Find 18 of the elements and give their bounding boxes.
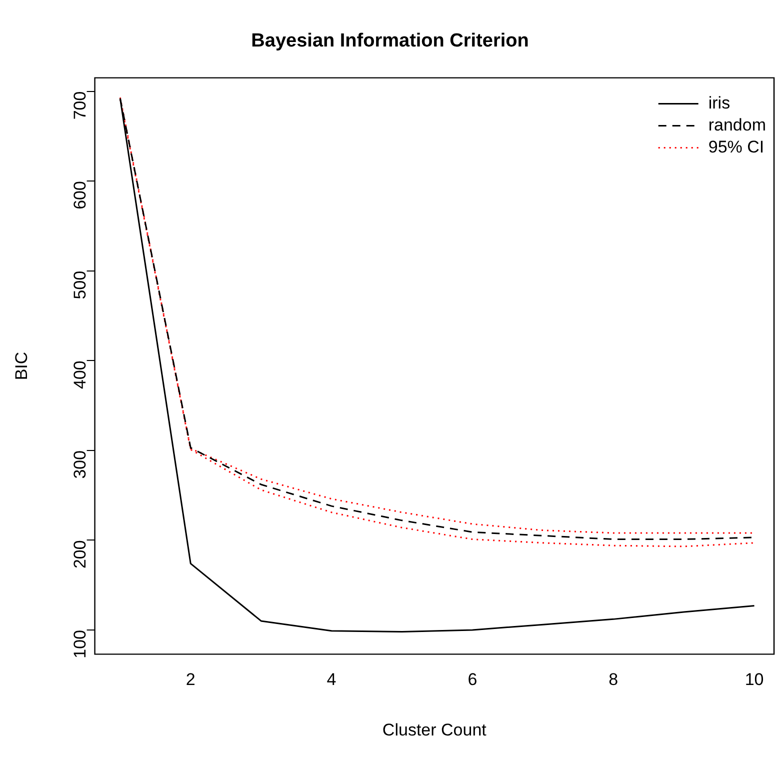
y-tick-label: 500 — [70, 270, 90, 300]
x-tick-label: 2 — [186, 670, 196, 690]
y-tick-label: 200 — [70, 540, 90, 569]
y-axis-title: BIC — [12, 352, 31, 380]
x-tick-label: 4 — [326, 670, 336, 690]
legend-label: random — [708, 115, 766, 134]
y-tick-label: 700 — [70, 91, 90, 120]
x-tick-label: 8 — [608, 670, 618, 690]
legend-label: 95% CI — [708, 137, 764, 156]
x-tick-label: 6 — [468, 670, 478, 690]
y-tick-label: 100 — [70, 630, 90, 658]
x-tick-label: 10 — [744, 670, 764, 690]
chart-title: Bayesian Information Criterion — [251, 30, 529, 52]
legend-label: iris — [708, 93, 730, 112]
y-tick-label: 400 — [70, 360, 90, 389]
y-tick-label: 300 — [70, 450, 90, 479]
x-axis-title: Cluster Count — [382, 720, 487, 740]
y-tick-label: 600 — [70, 181, 90, 210]
